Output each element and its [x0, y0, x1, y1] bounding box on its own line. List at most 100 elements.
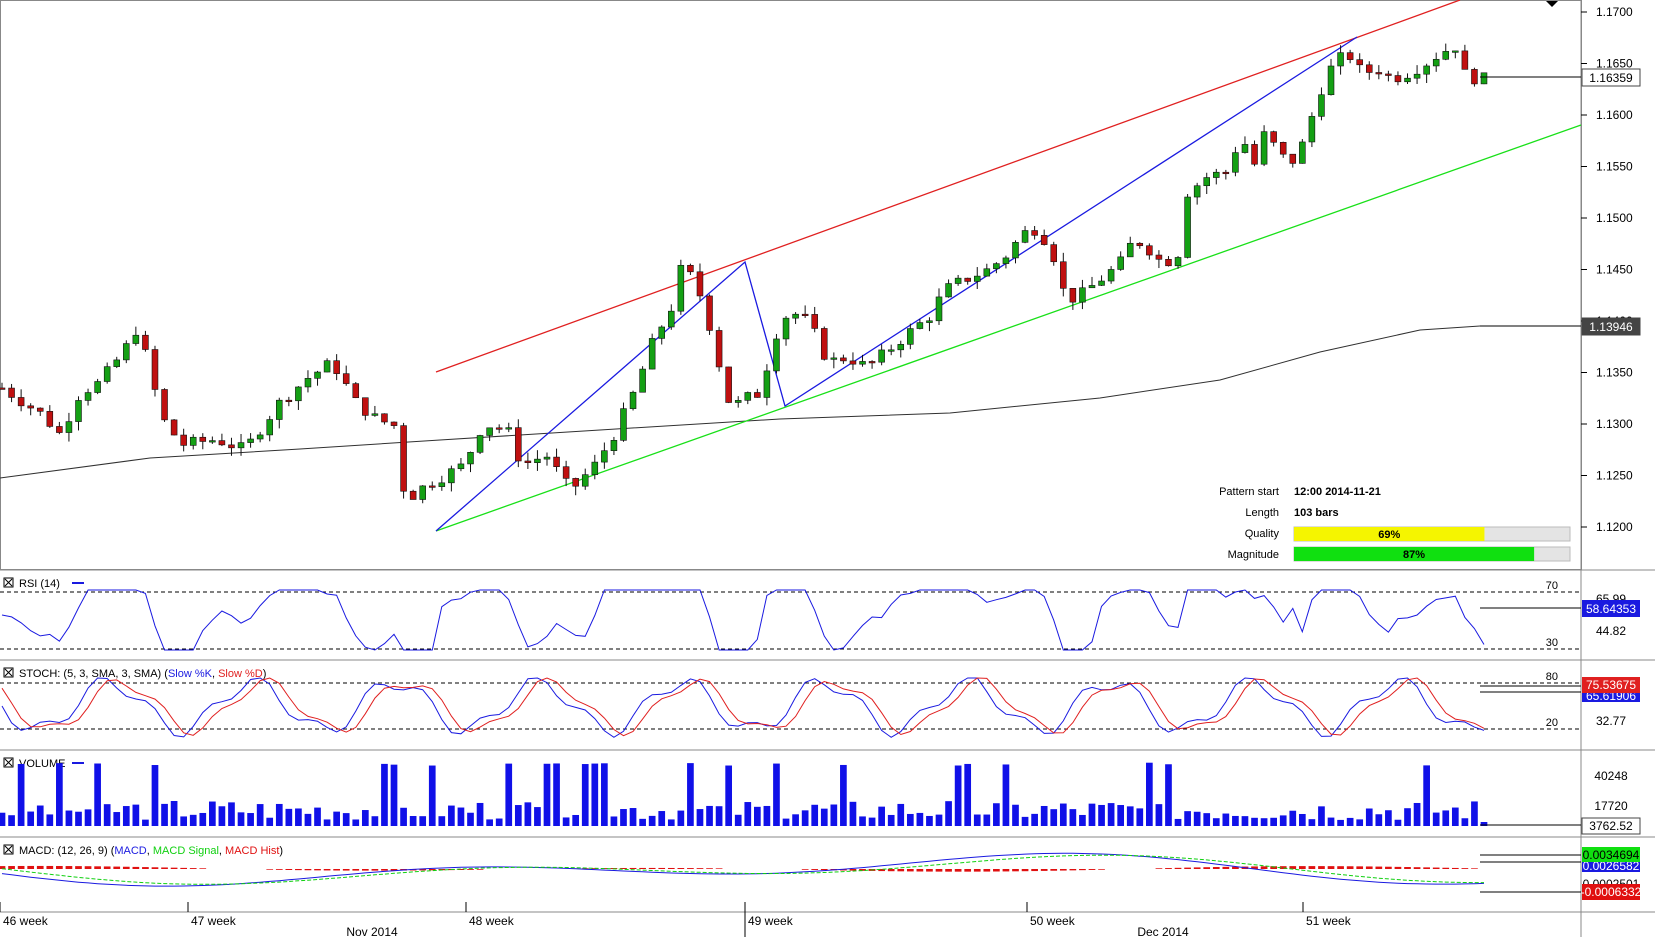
- volume-bar: [65, 810, 73, 826]
- macd-hist-bar: [954, 869, 962, 872]
- macd-hist-bar: [142, 867, 149, 869]
- candle-body: [1012, 242, 1019, 259]
- candle-body: [132, 334, 140, 344]
- candle-body: [495, 427, 503, 430]
- macd-signal-badge: [1582, 859, 1640, 872]
- volume-bar: [371, 816, 379, 826]
- macd-hist-bar: [1098, 869, 1105, 870]
- candle-body: [572, 478, 579, 487]
- macd-hist-bar: [333, 869, 340, 871]
- candle-body: [1327, 65, 1335, 96]
- volume-bar: [878, 806, 885, 826]
- stoch-level-high: 80: [1546, 671, 1558, 683]
- volume-panel[interactable]: VOLUME 40248 17720 3762.52: [0, 757, 1641, 835]
- candle-body: [744, 392, 752, 401]
- candle-body: [591, 461, 599, 475]
- rsi-panel[interactable]: RSI (14) 70 30 65.99 58.64353 44.82: [0, 577, 1640, 651]
- candle-body: [1193, 185, 1201, 198]
- volume-bar: [285, 808, 293, 826]
- candle-body: [505, 427, 513, 430]
- volume-bar: [1251, 817, 1258, 826]
- candle-body: [1079, 287, 1086, 303]
- candle-body: [658, 326, 665, 339]
- macd-hist-bar: [1270, 866, 1277, 869]
- pattern-info-box: Pattern start 12:00 2014-11-21 Length 10…: [1219, 486, 1571, 562]
- candle-body: [706, 295, 713, 331]
- macd-name: MACD: [114, 845, 146, 857]
- candle-body: [620, 408, 627, 441]
- pattern-start-label: Pattern start: [1219, 486, 1279, 498]
- candle-body: [515, 427, 522, 462]
- month-label: Nov 2014: [346, 925, 398, 937]
- candle-body: [1002, 257, 1010, 264]
- candle-body: [945, 283, 952, 298]
- candle-body: [1452, 50, 1459, 53]
- macd-hist-bar: [75, 866, 82, 869]
- volume-bar: [1241, 816, 1249, 826]
- macd-hist-bar: [151, 867, 159, 869]
- macd-hist-bar: [275, 869, 283, 870]
- volume-bar: [1356, 819, 1364, 826]
- candle-body: [75, 400, 82, 422]
- volume-bar: [524, 802, 532, 826]
- stoch-line-layer: [1, 677, 1485, 738]
- candle-body: [897, 344, 905, 351]
- macd-title-suffix: ): [279, 845, 283, 857]
- macd-hist-bar: [1251, 866, 1258, 869]
- macd-panel[interactable]: MACD: (12, 26, 9) (MACD, MACD Signal, MA…: [0, 844, 1642, 900]
- volume-bar: [572, 814, 580, 826]
- volume-value-label: 3762.52: [1589, 819, 1633, 833]
- macd-hist-bar: [706, 868, 713, 869]
- candle-body: [1107, 269, 1115, 282]
- candle-body: [46, 411, 54, 427]
- volume-bar: [811, 804, 819, 826]
- quality-value: 69%: [1378, 529, 1400, 541]
- candle-body: [94, 381, 101, 393]
- macd-hist-bar: [1184, 867, 1191, 869]
- macd-hist-bar: [1174, 867, 1182, 869]
- candle-body: [170, 419, 178, 436]
- scroll-marker-icon[interactable]: [1546, 1, 1558, 7]
- candle-body: [65, 421, 73, 433]
- macd-hist-bar: [1318, 866, 1325, 869]
- stoch-close-cross: [4, 668, 13, 677]
- macd-signal-value: 0.0026582: [1583, 859, 1640, 873]
- volume-bar: [1308, 819, 1316, 826]
- volume-bar: [1165, 764, 1172, 826]
- moving-average-layer: [0, 325, 1481, 479]
- stoch-d-name: Slow %D: [218, 668, 263, 680]
- candle-body: [581, 474, 589, 487]
- volume-bar: [275, 803, 283, 826]
- candle-body: [1308, 116, 1316, 143]
- price-tick-label: 1.1600: [1596, 108, 1633, 122]
- candle-body: [419, 485, 426, 500]
- pattern-start-value: 12:00 2014-11-21: [1294, 486, 1381, 498]
- volume-bar: [1088, 803, 1096, 826]
- candle-body: [1260, 131, 1268, 165]
- candle-body: [304, 378, 312, 388]
- candle-body: [333, 360, 340, 374]
- volume-bar: [56, 763, 63, 826]
- main-price-panel[interactable]: [0, 0, 1582, 570]
- candle-body: [17, 397, 25, 407]
- volume-bar: [0, 812, 6, 826]
- candle-body: [1126, 242, 1134, 258]
- stoch-d-value-badge: [1582, 677, 1640, 693]
- candle-body: [266, 419, 273, 436]
- volume-bar: [228, 802, 235, 826]
- rsi-level-low: 30: [1546, 637, 1558, 649]
- rsi-title: RSI (14): [19, 578, 60, 590]
- macd-title-sep1: ,: [147, 845, 153, 857]
- macd-value-badge: [1582, 847, 1640, 862]
- stoch-k-name: Slow %K: [168, 668, 213, 680]
- macd-hist-bar: [581, 868, 589, 869]
- candle-body: [180, 434, 187, 446]
- macd-hist-bar: [1346, 866, 1354, 869]
- stoch-d-line: [1, 677, 1485, 737]
- macd-hist-bar: [667, 867, 675, 869]
- macd-hist-bar: [266, 869, 274, 870]
- stoch-panel[interactable]: STOCH: (5, 3, SMA, 3, SMA) (Slow %K, Slo…: [0, 667, 1640, 738]
- candle-body: [1117, 256, 1124, 270]
- volume-bar: [151, 765, 159, 826]
